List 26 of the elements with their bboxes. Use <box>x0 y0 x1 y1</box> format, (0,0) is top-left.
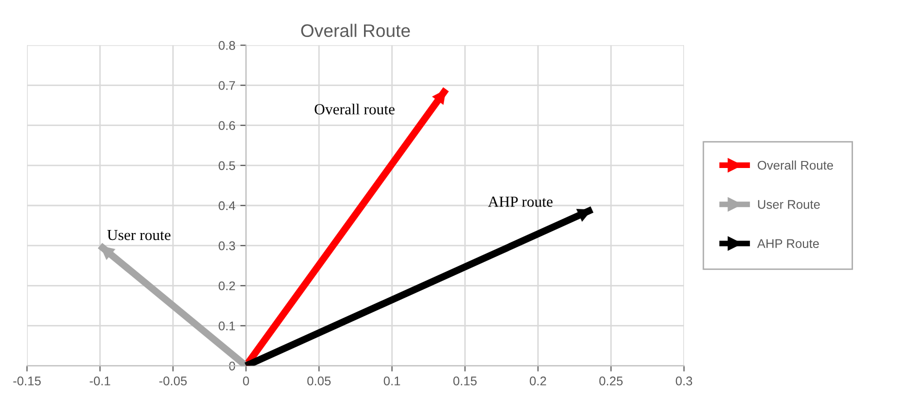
legend-label: AHP Route <box>757 239 819 248</box>
x-tick-label: 0.15 <box>453 376 477 386</box>
y-tick-label: 0.7 <box>218 81 235 90</box>
x-tick-label: 0.1 <box>384 376 400 386</box>
annotation: Overall route <box>314 104 395 114</box>
legend-label: Overall Route <box>758 160 834 170</box>
chart-title: Overall Route <box>301 24 410 38</box>
x-tick-label: 0.3 <box>676 376 692 386</box>
x-tick-label: 0.2 <box>530 376 546 386</box>
annotation: User route <box>107 230 170 240</box>
y-tick-label: 0 <box>229 362 236 370</box>
y-tick-label: 0.1 <box>218 322 235 330</box>
x-tick-label: 0.05 <box>307 376 331 386</box>
y-tick-label: 0.5 <box>218 161 236 170</box>
legend-label: User Route <box>758 200 820 209</box>
y-tick-label: 0.4 <box>218 201 236 210</box>
x-tick-label: -0.05 <box>159 376 187 386</box>
x-tick-label: 0 <box>243 376 249 386</box>
y-tick-label: 0.2 <box>218 281 235 290</box>
x-tick-label: -0.15 <box>13 376 41 386</box>
annotation: AHP route <box>488 196 553 207</box>
x-tick-label: 0.25 <box>599 376 623 386</box>
x-tick-label: -0.1 <box>90 376 110 386</box>
y-tick-label: 0.6 <box>218 121 236 130</box>
y-tick-label: 0.8 <box>218 41 236 50</box>
y-tick-label: 0.3 <box>218 241 236 250</box>
